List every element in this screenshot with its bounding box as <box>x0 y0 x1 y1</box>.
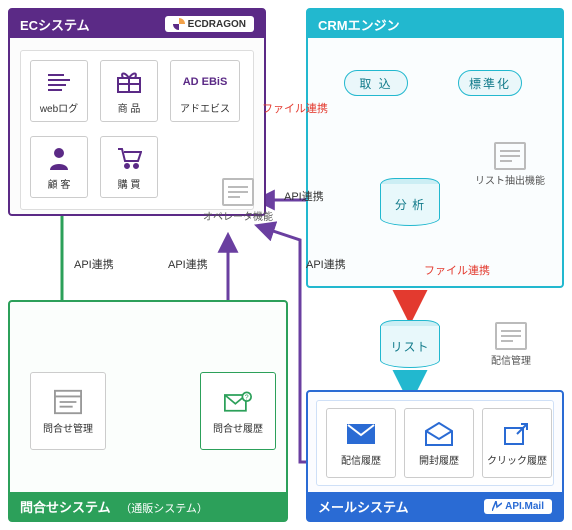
inquiry-subtitle: （通販システム） <box>120 503 208 515</box>
envelope-icon <box>347 420 375 448</box>
crm-title: CRMエンジン <box>318 15 400 34</box>
inquiry-footer: 問合せシステム （通販システム） <box>10 492 286 520</box>
list-window-icon <box>54 388 82 416</box>
mail-system-box: メールシステム API.Mail 配信履歴 開封履歴 クリック履歴 <box>306 390 564 522</box>
node-list: リスト <box>380 320 440 368</box>
mini-delivery-mgmt: 配信管理 <box>476 320 546 368</box>
mail-question-icon: ? <box>224 388 252 416</box>
inquiry-system-box: 問合せシステム （通販システム） 問合せ管理 ? 問合せ履歴 <box>8 300 288 522</box>
ec-header: ECシステム ECDRAGON <box>10 10 264 38</box>
card-adebis: AD EBiS アドエビス <box>170 60 240 122</box>
card-inq-mgmt: 問合せ管理 <box>30 372 106 450</box>
ec-title: ECシステム <box>20 15 90 34</box>
card-click-hist-label: クリック履歴 <box>487 452 547 467</box>
anno-api-4: API連携 <box>306 256 346 272</box>
mini-operator: オペレータ機能 <box>198 176 278 224</box>
card-inq-mgmt-label: 問合せ管理 <box>43 420 93 435</box>
mini-extract: リスト抽出機能 <box>470 140 550 188</box>
node-analyze: 分 析 <box>380 178 440 226</box>
card-open-hist: 開封履歴 <box>404 408 474 478</box>
card-open-hist-label: 開封履歴 <box>419 452 459 467</box>
card-customer: 顧 客 <box>30 136 88 198</box>
card-inq-history: ? 問合せ履歴 <box>200 372 276 450</box>
envelope-open-icon <box>425 420 453 448</box>
crm-header: CRMエンジン <box>308 10 562 38</box>
gift-icon <box>115 68 143 96</box>
node-normalize: 標準化 <box>458 70 522 96</box>
anno-file-link-2: ファイル連携 <box>424 262 490 278</box>
person-icon <box>45 144 73 172</box>
adebis-logo-icon: AD EBiS <box>191 68 219 96</box>
inquiry-title: 問合せシステム <box>20 500 111 515</box>
card-product-label: 商 品 <box>118 100 141 115</box>
click-arrow-icon <box>503 420 531 448</box>
anno-file-link-1: ファイル連携 <box>262 100 328 116</box>
card-weblog-label: webログ <box>40 100 78 115</box>
card-send-hist-label: 配信履歴 <box>341 452 381 467</box>
card-purchase: 購 買 <box>100 136 158 198</box>
anno-api-3: API連携 <box>168 256 208 272</box>
card-adebis-label: アドエビス <box>180 100 230 115</box>
card-weblog: webログ <box>30 60 88 122</box>
cart-icon <box>115 144 143 172</box>
node-import: 取 込 <box>344 70 408 96</box>
mail-title: メールシステム <box>318 497 409 516</box>
mail-logo: API.Mail <box>484 499 552 514</box>
anno-api-2: API連携 <box>74 256 114 272</box>
card-click-hist: クリック履歴 <box>482 408 552 478</box>
ec-logo: ECDRAGON <box>165 16 254 32</box>
card-inq-history-label: 問合せ履歴 <box>213 420 263 435</box>
mail-footer: メールシステム API.Mail <box>308 492 562 520</box>
card-purchase-label: 購 買 <box>118 176 141 191</box>
card-product: 商 品 <box>100 60 158 122</box>
card-customer-label: 顧 客 <box>48 176 71 191</box>
lines-icon <box>45 68 73 96</box>
svg-text:?: ? <box>245 394 249 401</box>
card-send-hist: 配信履歴 <box>326 408 396 478</box>
anno-api-1: API連携 <box>284 188 324 204</box>
